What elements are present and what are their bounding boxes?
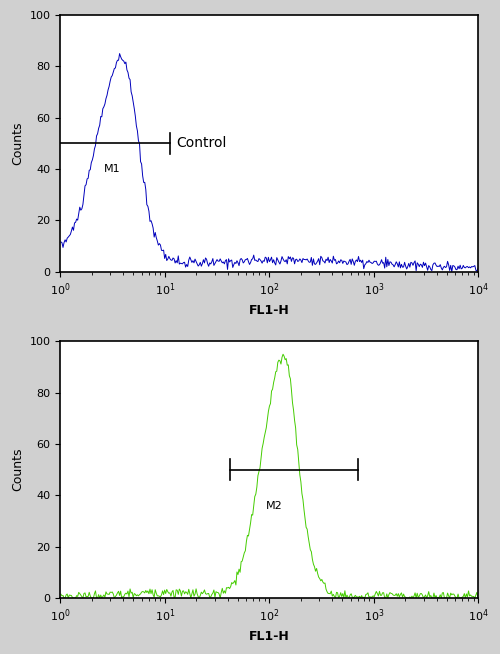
Y-axis label: Counts: Counts [11, 122, 24, 165]
X-axis label: FL1-H: FL1-H [249, 630, 290, 643]
Text: M2: M2 [266, 500, 283, 511]
X-axis label: FL1-H: FL1-H [249, 303, 290, 317]
Text: M1: M1 [104, 164, 121, 174]
Y-axis label: Counts: Counts [11, 448, 24, 491]
Text: Control: Control [176, 137, 227, 150]
